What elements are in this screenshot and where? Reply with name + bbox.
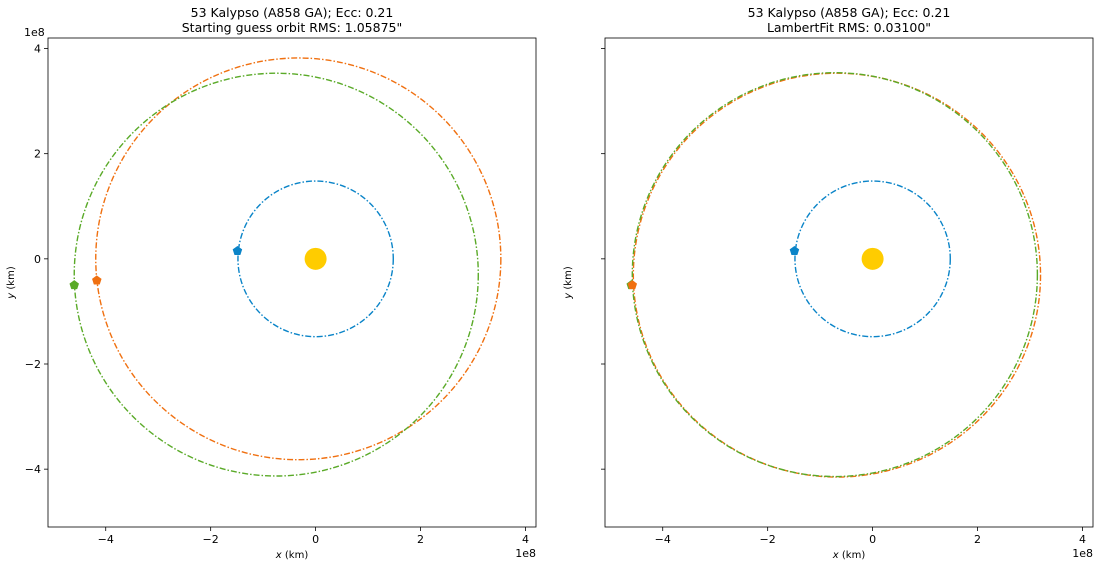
- x-tick-label: 0: [312, 533, 319, 546]
- axis-ticks: −4 −2 0 2 4: [601, 48, 1086, 546]
- x-axis-label-unit: (km): [839, 550, 866, 561]
- x-tick-label: 0: [869, 533, 876, 546]
- x-tick-label: −2: [203, 533, 219, 546]
- x-axis-label: x (km): [275, 550, 309, 561]
- orbit-path: [237, 180, 394, 338]
- plot-content: [626, 72, 1042, 478]
- x-tick-label: −2: [760, 533, 776, 546]
- y-tick-label: 4: [34, 43, 41, 56]
- x-axis-label-var: x: [832, 550, 839, 561]
- plot-panel-lambertfit: 53 Kalypso (A858 GA); Ecc: 0.21 LambertF…: [563, 5, 1094, 561]
- y-offset-label: 1e8: [24, 26, 45, 39]
- y-tick-label: 0: [34, 253, 41, 266]
- y-axis-label-var: y: [6, 292, 17, 300]
- x-tick-label: 2: [974, 533, 981, 546]
- y-axis-label: y (km): [6, 266, 17, 300]
- y-axis-label-unit: (km): [563, 266, 574, 293]
- orbit-path: [73, 72, 479, 477]
- orbit-path: [794, 180, 951, 338]
- orbit-path: [631, 72, 1039, 478]
- plot-content: [69, 57, 502, 477]
- axis-ticks: −4 −2 0 2 4 −4 −2 0 2 4: [25, 43, 529, 546]
- x-axis-label-unit: (km): [282, 550, 309, 561]
- plot-title-line2: LambertFit RMS: 0.03100": [767, 20, 931, 35]
- x-axis-label-var: x: [275, 550, 282, 561]
- axes-frame: [47, 37, 537, 528]
- position-marker: [92, 275, 102, 285]
- y-tick-label: 2: [34, 148, 41, 161]
- y-axis-label-unit: (km): [6, 266, 17, 293]
- x-offset-label: 1e8: [515, 547, 536, 560]
- plot-title-line2: Starting guess orbit RMS: 1.05875": [182, 20, 402, 35]
- x-tick-label: 4: [1079, 533, 1086, 546]
- plot-panel-starting-guess: 53 Kalypso (A858 GA); Ecc: 0.21 Starting…: [6, 5, 537, 561]
- orbit-path: [632, 72, 1042, 478]
- y-axis-label: y (km): [563, 266, 574, 300]
- position-marker: [789, 245, 800, 255]
- x-tick-label: 4: [522, 533, 529, 546]
- plot-title-line1: 53 Kalypso (A858 GA); Ecc: 0.21: [191, 5, 394, 20]
- sun-marker: [861, 247, 884, 270]
- y-tick-label: −2: [25, 358, 41, 371]
- position-marker: [69, 280, 79, 290]
- x-axis-label: x (km): [832, 550, 866, 561]
- x-offset-label: 1e8: [1072, 547, 1093, 560]
- position-marker: [627, 280, 638, 290]
- sun-marker: [304, 247, 327, 270]
- plot-title-line1: 53 Kalypso (A858 GA); Ecc: 0.21: [748, 5, 951, 20]
- x-tick-label: −4: [98, 533, 114, 546]
- x-tick-label: 2: [417, 533, 424, 546]
- orbit-path: [95, 57, 502, 461]
- y-tick-label: −4: [25, 463, 41, 476]
- x-tick-label: −4: [655, 533, 671, 546]
- y-axis-label-var: y: [563, 292, 574, 300]
- axes-frame: [604, 37, 1094, 528]
- position-marker: [232, 245, 243, 255]
